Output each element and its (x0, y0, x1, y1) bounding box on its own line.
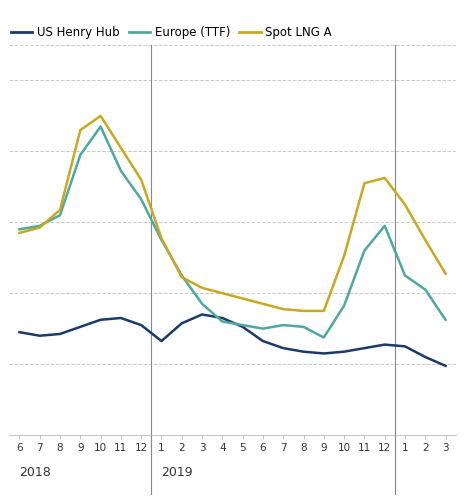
Text: 2018: 2018 (20, 466, 51, 478)
Text: 2019: 2019 (161, 466, 193, 478)
Legend: US Henry Hub, Europe (TTF), Spot LNG A: US Henry Hub, Europe (TTF), Spot LNG A (11, 26, 332, 39)
